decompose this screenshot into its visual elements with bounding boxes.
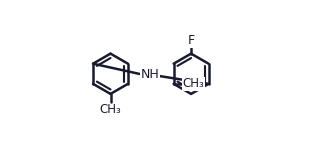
Text: F: F bbox=[188, 34, 195, 47]
Text: NH: NH bbox=[141, 68, 159, 81]
Text: CH₃: CH₃ bbox=[183, 77, 204, 90]
Text: CH₃: CH₃ bbox=[100, 103, 121, 116]
